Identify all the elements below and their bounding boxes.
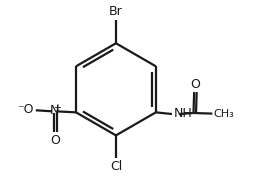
Text: N: N <box>49 104 59 117</box>
Text: NH: NH <box>174 107 192 120</box>
Text: Cl: Cl <box>110 160 122 173</box>
Text: ⁻O: ⁻O <box>17 103 33 116</box>
Text: Br: Br <box>109 5 123 18</box>
Text: +: + <box>53 103 61 112</box>
Text: O: O <box>190 78 200 91</box>
Text: CH₃: CH₃ <box>213 109 234 119</box>
Text: O: O <box>50 134 60 147</box>
